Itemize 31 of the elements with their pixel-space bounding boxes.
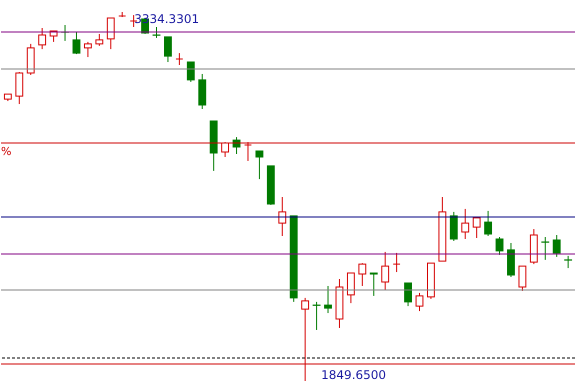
candlestick	[324, 285, 332, 314]
candlestick	[95, 33, 104, 46]
candlestick	[84, 41, 92, 58]
candlestick	[346, 272, 355, 304]
candlestick	[472, 217, 481, 238]
candlestick	[186, 62, 195, 82]
candlestick	[404, 282, 412, 307]
candlestick	[518, 266, 526, 292]
ref-line-label: %	[1, 145, 12, 158]
candlestick	[312, 301, 321, 330]
candlestick	[392, 252, 401, 273]
candlestick	[152, 26, 160, 38]
candlestick	[175, 52, 184, 66]
candlestick	[416, 292, 424, 312]
candlestick	[72, 31, 80, 55]
candlestick	[164, 36, 172, 63]
candlestick	[358, 262, 366, 286]
candlestick	[38, 27, 46, 50]
annotation: 1849.6500	[321, 368, 386, 382]
candlestick	[496, 236, 504, 256]
candlestick	[381, 251, 390, 290]
candlestick	[552, 234, 561, 258]
candlestick	[484, 210, 492, 237]
candlestick	[255, 150, 264, 180]
candlestick	[370, 272, 378, 296]
annotation: 3334.3301	[134, 12, 200, 26]
candlestick	[450, 211, 458, 242]
candlestick	[461, 208, 470, 240]
candlestick	[15, 71, 24, 105]
candlestick	[106, 18, 115, 50]
candlestick	[564, 255, 572, 269]
